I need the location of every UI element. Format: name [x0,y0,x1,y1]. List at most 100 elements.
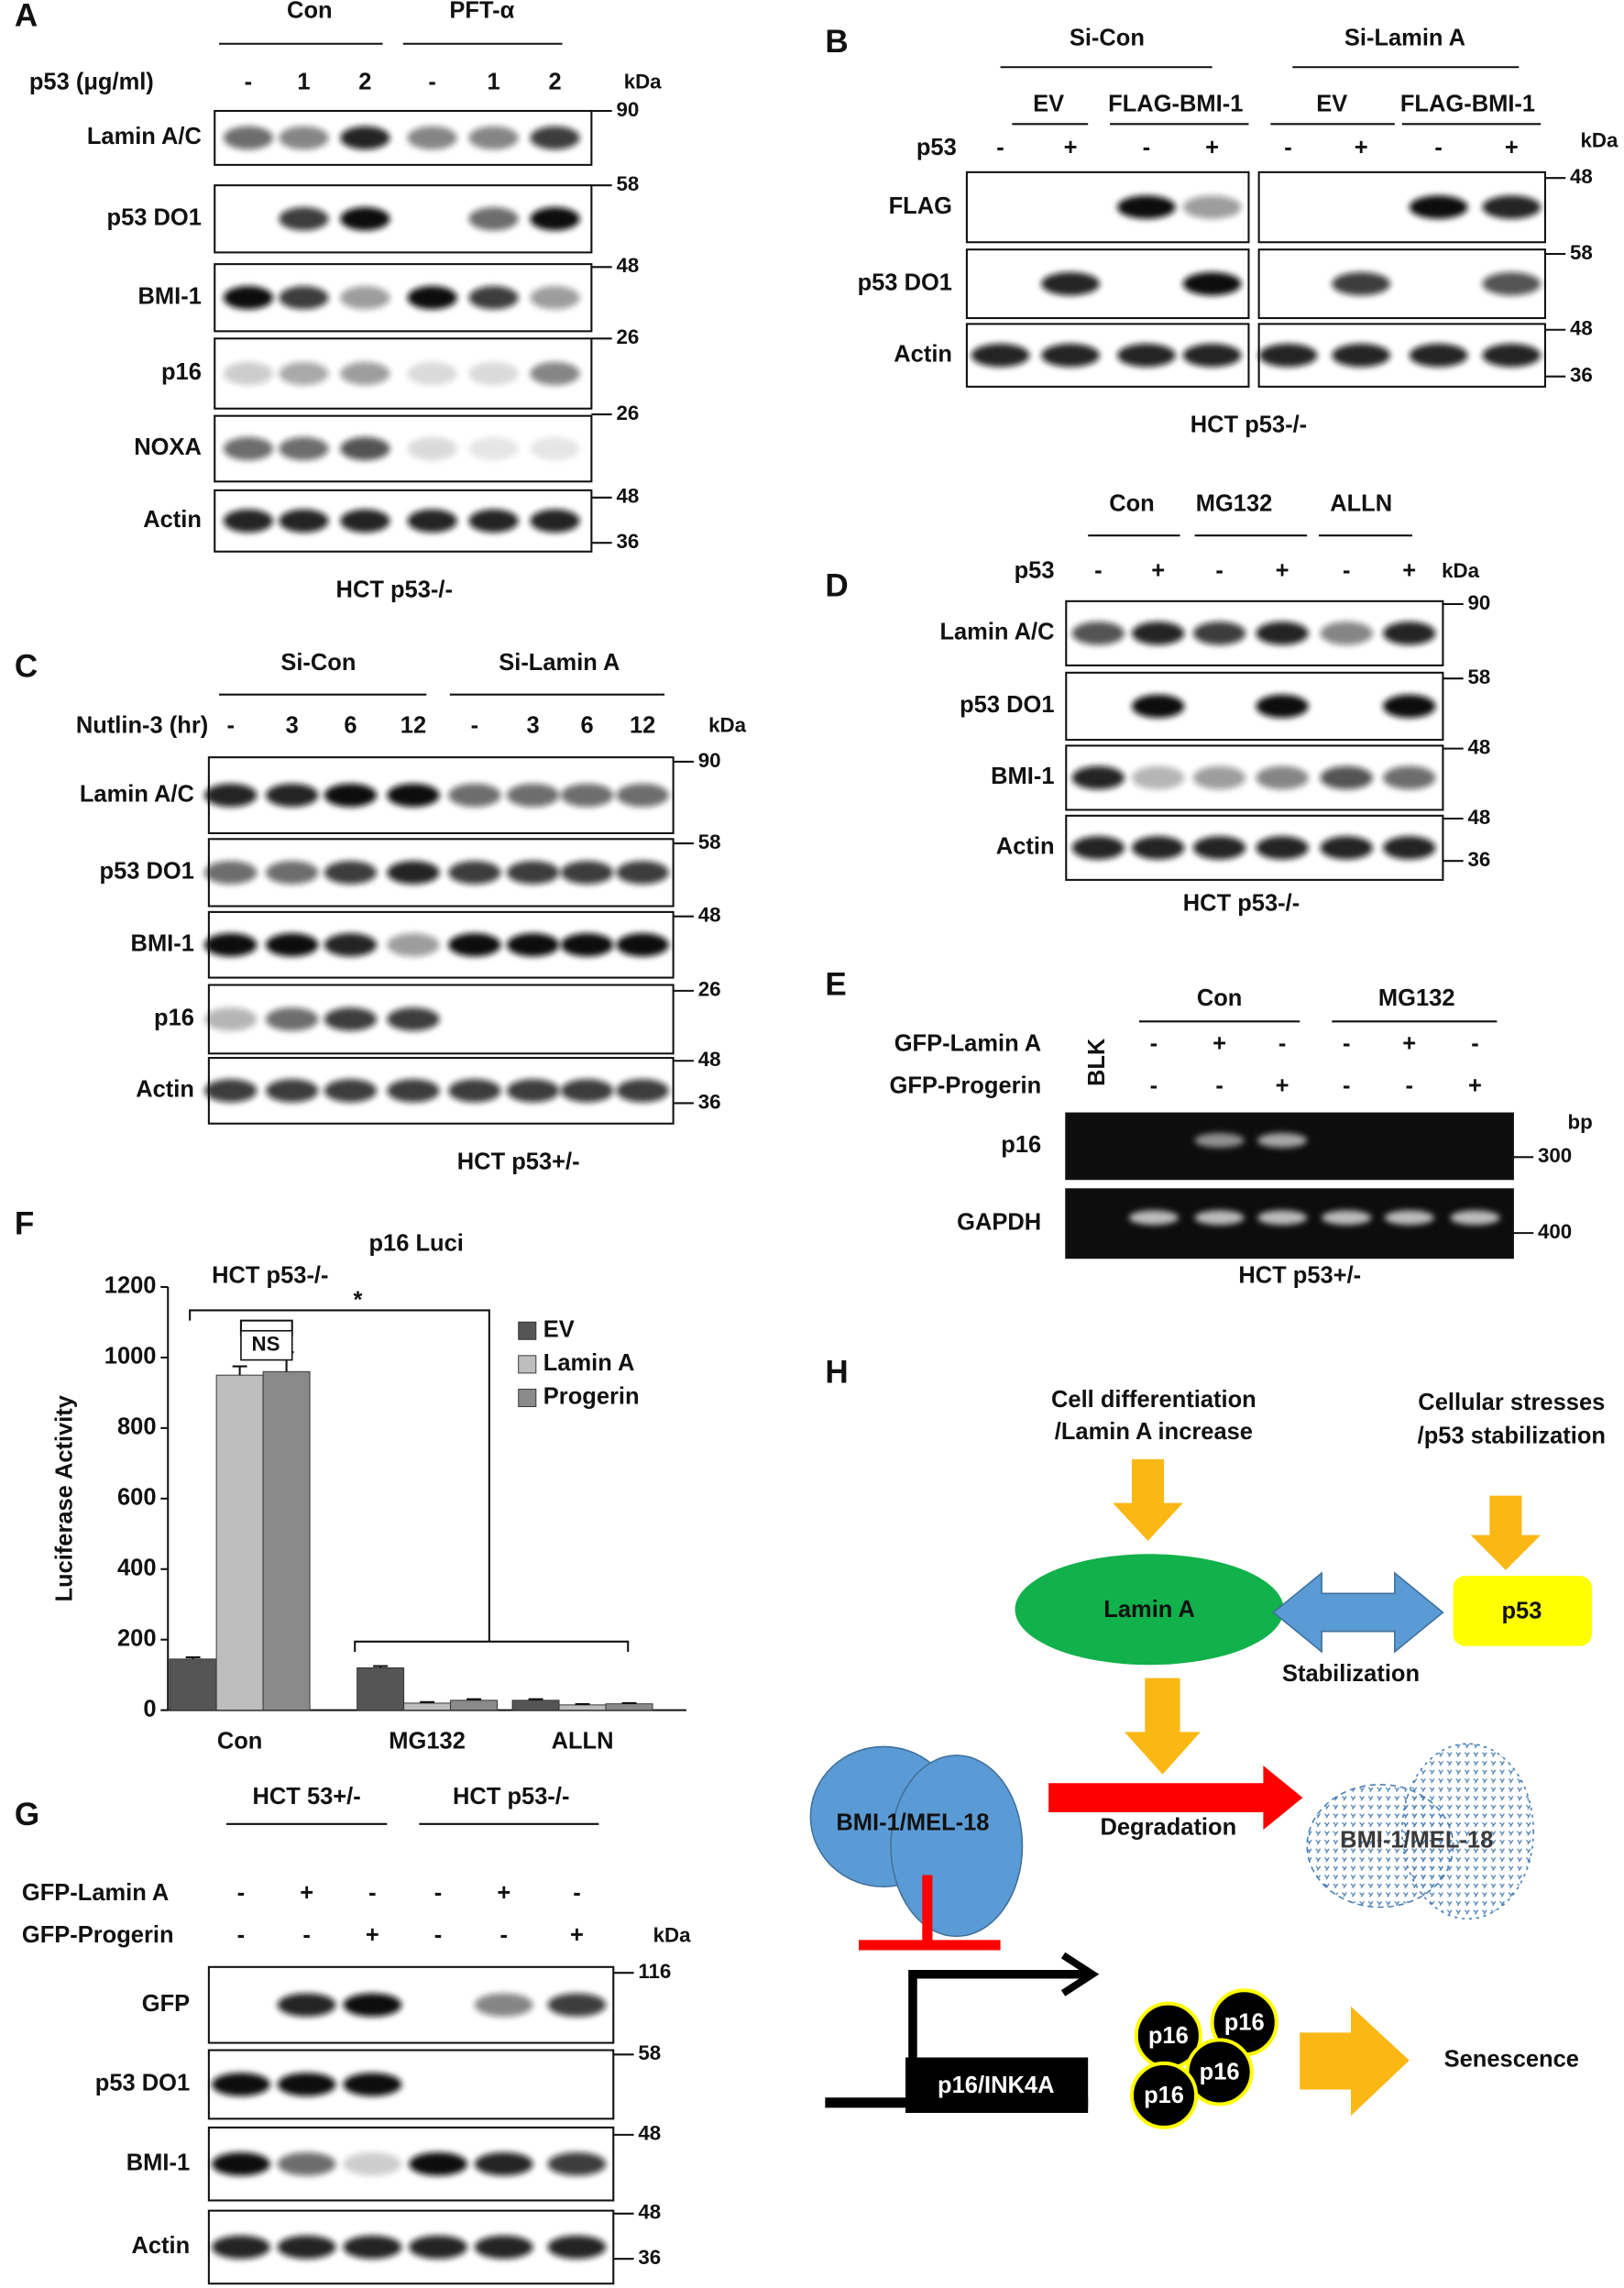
group-label: MG132 [1196,491,1273,517]
band [343,2235,402,2260]
size-label: 300 [1538,1144,1572,1167]
band [468,361,519,386]
size-label: 90 [698,749,721,772]
size-label: 48 [1570,165,1593,188]
size-label: 90 [1467,591,1490,614]
band [1409,343,1468,368]
promoter-text: p16/INK4A [938,2073,1054,2098]
p16-proteins: p16 p16 p16 p16 [1129,1988,1278,2129]
input-text: /p53 stabilization [1418,1424,1606,1449]
group-label: HCT p53-/- [453,1784,569,1810]
lane-label: - [1215,558,1223,584]
node-text: BMI-1/MEL-18 [836,1810,989,1836]
size-label: 90 [616,98,639,121]
row-label: p53 DO1 [107,205,202,231]
band [223,126,273,150]
size-label: 48 [638,2201,661,2224]
band [616,783,669,808]
band [1383,622,1436,645]
lane-label: + [1468,1073,1482,1099]
lane-label: - [1343,1073,1350,1099]
lane-label: 6 [581,712,594,738]
row-label: p16 [161,359,202,385]
band [1182,195,1242,219]
blot-strip [214,184,593,254]
band [1182,271,1242,296]
band [1409,195,1468,219]
bar [357,1666,405,1711]
lane-label: - [996,135,1004,160]
lane-label: - [1094,558,1102,584]
band [409,2235,467,2260]
blot-strip [1065,600,1444,666]
band [279,436,329,461]
y-tick-label: 1200 [104,1273,157,1299]
group-label: HCT 53+/- [253,1784,361,1810]
lane-label: - [434,1922,442,1948]
band [1450,1210,1500,1226]
lane-label: - [573,1880,580,1906]
band [324,932,378,957]
band [971,343,1030,368]
row-label: GFP [142,1991,190,2017]
blot-strip [1065,814,1444,881]
row-label: Actin [136,1077,194,1103]
size-label: 26 [616,325,639,348]
double-arrow [1272,1571,1444,1654]
size-label: 48 [1467,806,1490,829]
panel-h: H Cell differentiation /Lamin A increase… [809,1355,1606,2129]
node-text: BMI-1/MEL-18 [1340,1828,1493,1854]
band [1192,836,1246,860]
lane-label: + [1205,135,1219,160]
subgroup-label: EV [1316,91,1347,116]
lane-label: - [500,1922,508,1948]
size-label: 36 [1570,364,1593,387]
band [204,783,258,808]
band [506,1079,560,1103]
degraded-shape [1400,1743,1534,1920]
band [1194,1210,1245,1226]
band [1131,765,1185,790]
band [1383,836,1436,860]
lane-label: + [570,1922,584,1948]
band [560,861,614,885]
band [474,2151,533,2176]
lane-label: 1 [488,69,500,94]
panel-label: A [15,0,38,33]
size-label: 58 [616,172,639,195]
group-label: Si-Con [1070,26,1145,51]
band [1071,765,1125,790]
band [407,286,457,310]
bar [605,1703,653,1711]
caption: HCT p53-/- [1191,412,1307,438]
size-label: 48 [638,2122,661,2145]
band [266,861,319,885]
band [204,1079,258,1103]
lane-label: BLK [1084,1038,1110,1086]
band [340,207,390,231]
row-label: p53 DO1 [100,859,194,885]
group-label: Si-Lamin A [499,650,620,676]
band [1117,343,1176,368]
band [468,436,519,461]
bar [169,1658,217,1711]
group-label: ALLN [1330,491,1392,517]
row-label: Lamin A/C [87,124,202,149]
band [1071,836,1125,860]
lane-label: - [1406,1073,1413,1099]
size-label: 48 [1570,317,1593,340]
band [223,286,273,310]
caption: HCT p53-/- [1183,891,1300,917]
band [560,932,614,957]
size-label: 400 [1538,1220,1572,1243]
band [1383,765,1436,790]
band [340,509,390,534]
band [530,509,580,534]
size-label: 48 [698,904,721,927]
band [407,436,457,461]
band [468,207,519,231]
lane-label: - [1278,1030,1286,1056]
band [1117,195,1176,219]
